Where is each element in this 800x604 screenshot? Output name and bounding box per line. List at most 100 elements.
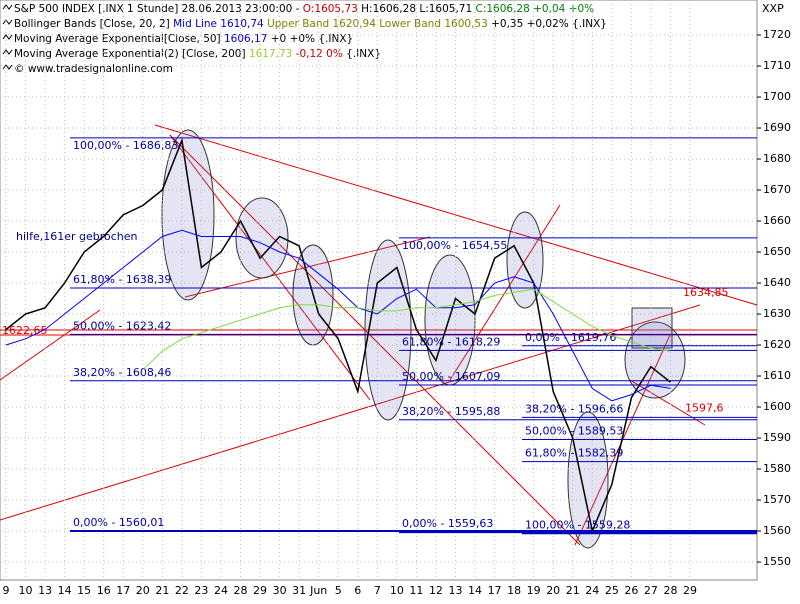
x-tick-label: 6: [354, 584, 361, 597]
y-tick-label: 1670: [763, 183, 791, 196]
series-line: [142, 288, 671, 371]
y-tick-label: 1700: [763, 90, 791, 103]
x-tick-label: 14: [468, 584, 482, 597]
x-tick-label: 31: [292, 584, 306, 597]
axis-title: XXP: [762, 2, 784, 15]
x-tick-label: 9: [3, 584, 10, 597]
y-tick-label: 1620: [763, 338, 791, 351]
x-tick-label: 22: [175, 584, 189, 597]
y-tick-label: 1580: [763, 462, 791, 475]
y-tick-label: 1720: [763, 28, 791, 41]
legend-text: © www.tradesignalonline.com: [14, 63, 173, 75]
legend-text: 1606,17: [224, 33, 267, 45]
x-tick-label: 16: [97, 584, 111, 597]
legend-text: C:1606,28 +0,04 +0%: [476, 3, 595, 15]
y-tick-label: 1690: [763, 121, 791, 134]
y-tick-label: 1630: [763, 307, 791, 320]
x-tick-label: 17: [488, 584, 502, 597]
x-tick-label: 28: [234, 584, 248, 597]
y-tick-label: 1650: [763, 245, 791, 258]
y-tick-label: 1660: [763, 214, 791, 227]
x-tick-label: 14: [58, 584, 72, 597]
legend-icon: [2, 19, 13, 25]
legend-text: O:1605,73: [303, 3, 358, 15]
x-tick-label: 20: [136, 584, 150, 597]
legend-text: -0,12 0%: [292, 48, 343, 60]
x-tick-label: 19: [527, 584, 541, 597]
legend-text: 1617,73: [249, 48, 292, 60]
legend-text: Mid Line 1610,74: [173, 18, 264, 30]
y-tick-label: 1590: [763, 431, 791, 444]
fib-label: 61,80% - 1582,39: [525, 447, 623, 460]
x-tick-label: 15: [77, 584, 91, 597]
x-tick-label: 24: [585, 584, 599, 597]
x-tick-label: 13: [38, 584, 52, 597]
x-tick-label: 29: [253, 584, 267, 597]
legend-text: +0 +0% {.INX}: [267, 33, 353, 45]
x-tick-label: 13: [448, 584, 462, 597]
legend-icon: [2, 64, 13, 70]
y-tick-label: 1610: [763, 369, 791, 382]
legend-icon: [2, 34, 13, 40]
level-label: 1634,85: [683, 286, 729, 299]
y-tick-label: 1680: [763, 152, 791, 165]
annotation: hilfe,161er gebrochen: [16, 230, 138, 243]
legend-entry: Moving Average Exponential(2) [Close, 20…: [14, 48, 381, 60]
x-tick-label: 12: [429, 584, 443, 597]
series-line: [5, 229, 671, 402]
fib-label: 38,20% - 1596,66: [525, 402, 623, 415]
x-tick-label: 27: [644, 584, 658, 597]
legend-text: {.INX}: [343, 48, 381, 60]
fib-label: 100,00% - 1686,83: [73, 139, 178, 152]
fib-label: 38,20% - 1608,46: [73, 366, 171, 379]
x-tick-label: 20: [546, 584, 560, 597]
fib-label: 38,20% - 1595,88: [402, 405, 500, 418]
x-tick-label: 23: [194, 584, 208, 597]
legend-entry: © www.tradesignalonline.com: [14, 63, 173, 75]
legend-entry: Bollinger Bands [Close, 20, 2] Mid Line …: [14, 18, 607, 30]
legend-text: Bollinger Bands [Close, 20, 2]: [14, 18, 173, 30]
legend-text: Moving Average Exponential(2) [Close, 20…: [14, 48, 249, 60]
y-tick-label: 1560: [763, 524, 791, 537]
fib-label: 0,00% - 1560,01: [73, 516, 164, 529]
x-tick-label: Jun: [309, 584, 327, 597]
legend: S&P 500 INDEX [.INX 1 Stunde] 28.06.2013…: [2, 3, 607, 75]
fib-label: 100,00% - 1654,55: [402, 239, 507, 252]
x-tick-label: 11: [409, 584, 423, 597]
legend-icon: [2, 4, 13, 10]
x-tick-label: 26: [624, 584, 638, 597]
x-tick-label: 28: [663, 584, 677, 597]
fib-label: 61,80% - 1638,39: [73, 273, 171, 286]
x-tick-label: 7: [374, 584, 381, 597]
fib-label: 50,00% - 1607,09: [402, 370, 500, 383]
fib-label: 50,00% - 1589,53: [525, 424, 623, 437]
legend-entry: Moving Average Exponential[Close, 50] 16…: [14, 33, 353, 45]
y-tick-label: 1570: [763, 493, 791, 506]
plot-area: [0, 0, 758, 581]
y-tick-label: 1640: [763, 276, 791, 289]
y-tick-label: 1710: [763, 59, 791, 72]
x-tick-label: 21: [566, 584, 580, 597]
legend-text: S&P 500 INDEX [.INX 1 Stunde] 28.06.2013…: [14, 3, 303, 15]
x-tick-label: 24: [214, 584, 228, 597]
series-line: [5, 137, 671, 534]
legend-text: Moving Average Exponential[Close, 50]: [14, 33, 224, 45]
level-label: 1597,6: [685, 401, 724, 414]
fib-label: 50,00% - 1623,42: [73, 319, 171, 332]
y-tick-label: 1550: [763, 555, 791, 568]
legend-text: Upper Band 1620,94 Lower Band 1600,53: [264, 18, 488, 30]
x-tick-label: 17: [116, 584, 130, 597]
x-tick-label: 10: [19, 584, 33, 597]
x-tick-label: 18: [507, 584, 521, 597]
y-tick-label: 1600: [763, 400, 791, 413]
fib-label: 61,80% - 1618,29: [402, 335, 500, 348]
fib-label: 100,00% - 1559,28: [525, 518, 630, 531]
x-tick-label: 29: [683, 584, 697, 597]
legend-entry: S&P 500 INDEX [.INX 1 Stunde] 28.06.2013…: [14, 3, 594, 15]
fib-label: 0,00% - 1619,76: [525, 331, 616, 344]
x-tick-label: 25: [605, 584, 619, 597]
legend-icon: [2, 49, 13, 55]
x-tick-label: 21: [155, 584, 169, 597]
x-tick-label: 5: [335, 584, 342, 597]
